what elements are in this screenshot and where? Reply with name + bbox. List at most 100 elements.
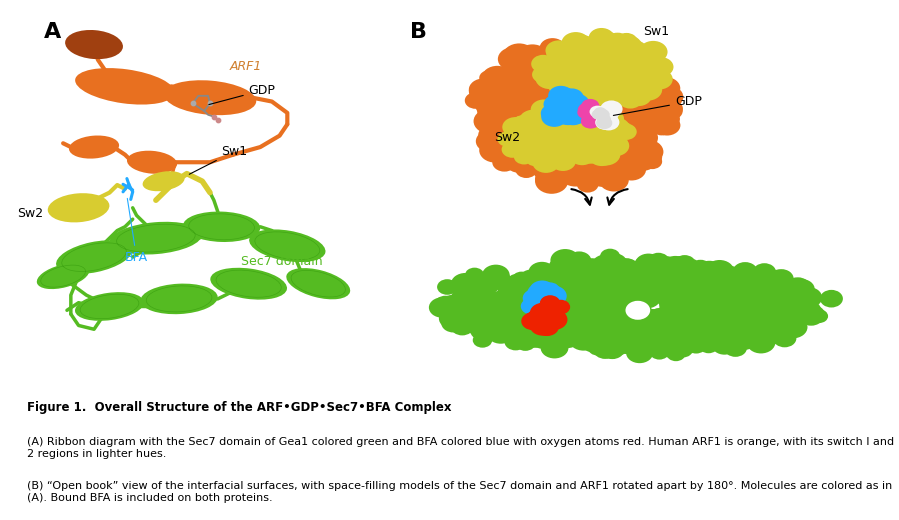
Circle shape xyxy=(631,110,659,131)
Circle shape xyxy=(544,125,563,139)
Circle shape xyxy=(571,62,598,83)
Circle shape xyxy=(645,62,663,76)
Text: (B) “Open book” view of the interfacial surfaces, with space-filling models of t: (B) “Open book” view of the interfacial … xyxy=(27,482,892,503)
Circle shape xyxy=(601,100,635,125)
Circle shape xyxy=(496,297,518,314)
Circle shape xyxy=(695,261,724,283)
Circle shape xyxy=(707,309,734,331)
Circle shape xyxy=(584,108,601,121)
Circle shape xyxy=(582,99,600,113)
Circle shape xyxy=(554,155,575,173)
Circle shape xyxy=(577,107,593,119)
Circle shape xyxy=(612,337,630,350)
Circle shape xyxy=(604,130,626,147)
Circle shape xyxy=(597,330,623,350)
Circle shape xyxy=(562,108,584,125)
Circle shape xyxy=(570,314,594,332)
Circle shape xyxy=(592,57,616,75)
Circle shape xyxy=(503,117,529,137)
Circle shape xyxy=(541,105,569,126)
Circle shape xyxy=(610,127,637,148)
Circle shape xyxy=(556,72,579,89)
Circle shape xyxy=(749,279,770,296)
Circle shape xyxy=(604,36,633,58)
Circle shape xyxy=(524,55,556,79)
Circle shape xyxy=(556,65,584,87)
Circle shape xyxy=(469,274,497,295)
Circle shape xyxy=(610,318,636,337)
Circle shape xyxy=(546,301,559,311)
Circle shape xyxy=(528,149,547,164)
Circle shape xyxy=(557,83,578,99)
Circle shape xyxy=(539,142,562,159)
Circle shape xyxy=(556,312,574,327)
Circle shape xyxy=(654,86,683,108)
Circle shape xyxy=(585,135,610,154)
Circle shape xyxy=(674,280,700,300)
Circle shape xyxy=(537,150,564,171)
Circle shape xyxy=(644,314,663,328)
Circle shape xyxy=(635,318,662,339)
Circle shape xyxy=(602,309,628,329)
Circle shape xyxy=(582,318,603,334)
Circle shape xyxy=(699,268,722,285)
Circle shape xyxy=(531,102,556,122)
Circle shape xyxy=(671,274,689,288)
Circle shape xyxy=(653,317,681,340)
Circle shape xyxy=(581,323,610,345)
Circle shape xyxy=(540,296,560,311)
Circle shape xyxy=(565,323,591,343)
Circle shape xyxy=(618,62,639,79)
Circle shape xyxy=(572,66,597,85)
Circle shape xyxy=(591,136,618,157)
Circle shape xyxy=(751,276,770,291)
Circle shape xyxy=(578,258,605,279)
Circle shape xyxy=(516,122,539,140)
Circle shape xyxy=(559,107,582,124)
Circle shape xyxy=(670,265,689,280)
Circle shape xyxy=(502,290,525,307)
Circle shape xyxy=(467,283,490,301)
Circle shape xyxy=(614,277,633,291)
Circle shape xyxy=(760,314,788,335)
Circle shape xyxy=(555,74,583,96)
Circle shape xyxy=(712,335,737,355)
Circle shape xyxy=(579,79,603,97)
Circle shape xyxy=(634,47,661,68)
Circle shape xyxy=(548,48,572,67)
Circle shape xyxy=(757,317,786,340)
Circle shape xyxy=(634,73,663,95)
Circle shape xyxy=(617,107,645,129)
Circle shape xyxy=(759,279,788,302)
Circle shape xyxy=(630,324,649,339)
Circle shape xyxy=(542,121,573,144)
Circle shape xyxy=(667,256,695,278)
Circle shape xyxy=(546,131,579,156)
Circle shape xyxy=(563,111,584,127)
Circle shape xyxy=(503,133,530,153)
Circle shape xyxy=(661,256,690,278)
Circle shape xyxy=(466,284,485,300)
Circle shape xyxy=(679,326,706,346)
Circle shape xyxy=(655,110,680,128)
Circle shape xyxy=(573,51,592,66)
Circle shape xyxy=(633,255,663,278)
Circle shape xyxy=(548,258,569,275)
Circle shape xyxy=(530,308,553,326)
Circle shape xyxy=(596,136,624,158)
Circle shape xyxy=(523,283,545,300)
Circle shape xyxy=(585,134,610,152)
Circle shape xyxy=(619,87,647,109)
Circle shape xyxy=(555,60,583,82)
Circle shape xyxy=(699,338,718,353)
Circle shape xyxy=(717,273,742,292)
Circle shape xyxy=(643,48,663,64)
Circle shape xyxy=(532,152,559,173)
Circle shape xyxy=(574,303,604,325)
Circle shape xyxy=(515,49,536,65)
Circle shape xyxy=(794,300,822,321)
Circle shape xyxy=(621,284,646,303)
Circle shape xyxy=(515,290,539,308)
Circle shape xyxy=(593,271,622,293)
Text: B: B xyxy=(410,22,427,42)
